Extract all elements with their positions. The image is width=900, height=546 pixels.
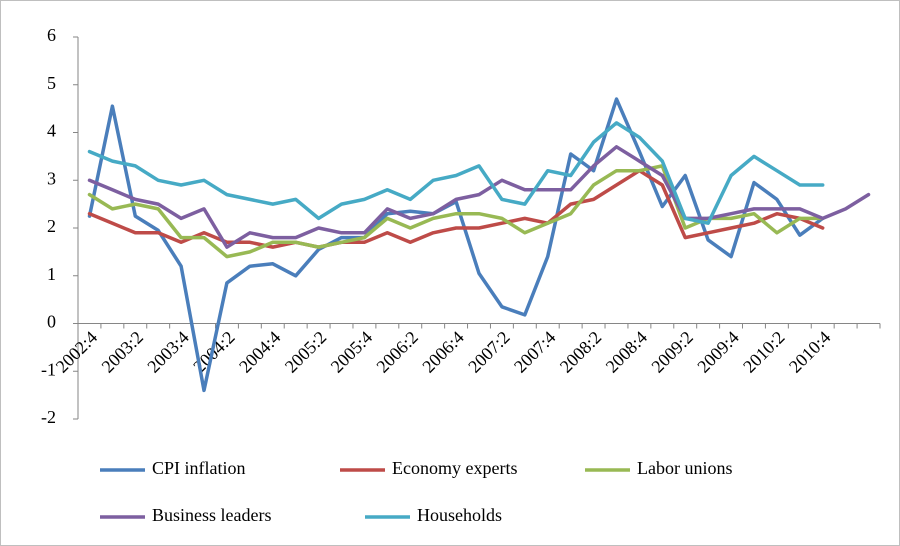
y-tick-label: 1: [47, 264, 56, 284]
y-tick-label: 5: [47, 73, 56, 93]
legend-label: CPI inflation: [152, 458, 246, 478]
y-tick-label: 4: [47, 121, 56, 141]
legend-label: Business leaders: [152, 505, 271, 525]
legend-label: Economy experts: [392, 458, 517, 478]
series-line: [87, 168, 825, 249]
y-tick-label: -2: [41, 407, 56, 427]
legend-label: Labor unions: [637, 458, 732, 478]
y-tick-label: 2: [47, 216, 56, 236]
y-tick-label: 3: [47, 168, 56, 188]
y-tick-label: 6: [47, 25, 56, 45]
legend-label: Households: [417, 505, 502, 525]
y-tick-label: -1: [41, 359, 56, 379]
series-line: [87, 121, 825, 225]
y-tick-label: 0: [47, 312, 56, 332]
series-line: [87, 145, 871, 249]
